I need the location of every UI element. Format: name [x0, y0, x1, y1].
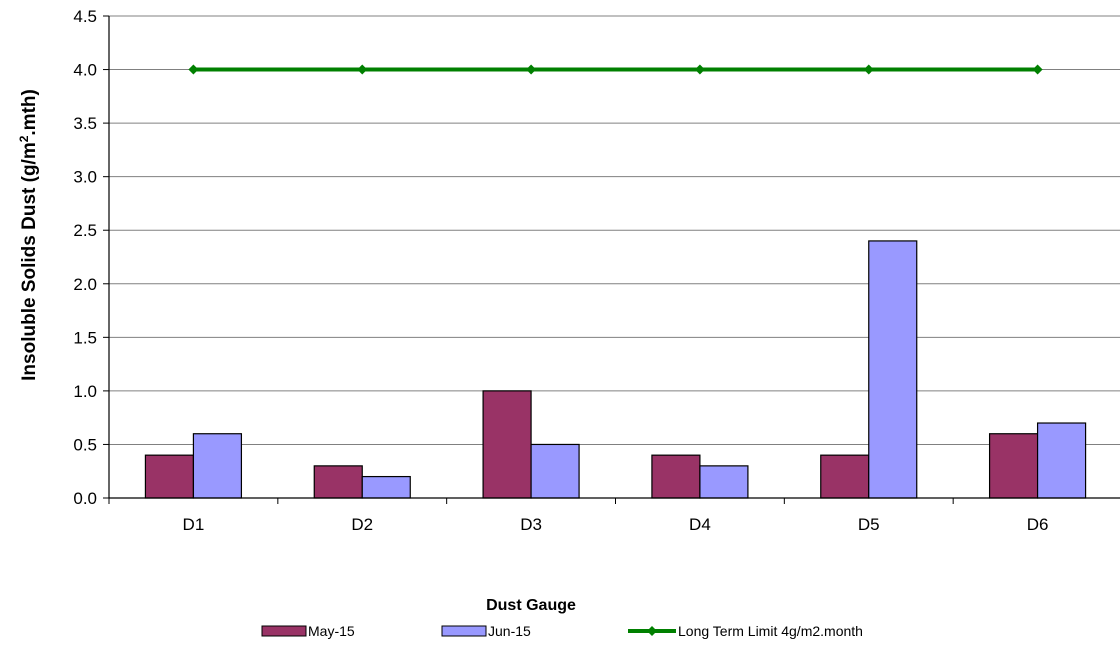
y-tick-label: 4.5: [73, 7, 97, 26]
legend-item-may-15: May-15: [261, 623, 355, 639]
bar-may-15-d2: [313, 465, 363, 499]
x-tick-label: D4: [689, 515, 711, 534]
x-tick-label: D3: [520, 515, 542, 534]
axes: [108, 16, 1120, 499]
y-tick-label: 0.0: [73, 489, 97, 508]
y-tick-label: 2.5: [73, 221, 97, 240]
y-tick-label: 0.5: [73, 435, 97, 454]
legend-label: May-15: [308, 623, 355, 639]
legend-label: Long Term Limit 4g/m2.month: [678, 623, 863, 639]
limit-marker-d1: [188, 64, 199, 75]
x-tick-label: D1: [183, 515, 205, 534]
legend-marker: [647, 626, 657, 636]
y-axis-title-part1: Insoluble Solids Dust (g/m: [19, 142, 40, 381]
y-axis-ticks: 0.0 0.5 1.0 1.5 2.0 2.5 3.0 3.5 4.0 4.5: [73, 7, 109, 508]
limit-marker-d2: [357, 64, 368, 75]
bar-may-15-d6: [988, 433, 1039, 499]
y-tick-label: 3.0: [73, 168, 97, 187]
legend: May-15 Jun-15 Long Term Limit 4g/m2.month: [261, 623, 863, 639]
y-axis-title: Insoluble Solids Dust (g/m2.mth): [17, 89, 40, 381]
bar-may-15-d1: [144, 454, 195, 499]
bar-may-15-d3: [482, 390, 532, 499]
limit-marker-d6: [1032, 64, 1043, 75]
y-axis-title-superscript: 2: [17, 135, 31, 142]
limit-marker-d4: [694, 64, 705, 75]
x-axis-ticks: D1 D2 D3 D4 D5 D6: [108, 498, 1049, 534]
legend-item-long: Long Term Limit 4g/m2.month: [628, 623, 863, 639]
limit-line-series: [188, 64, 1043, 75]
bar-jun-15-d5: [868, 240, 918, 499]
limit-marker-d5: [863, 64, 874, 75]
y-tick-label: 4.0: [73, 61, 97, 80]
bar-jun-15-d4: [699, 465, 749, 499]
legend-swatch: [441, 625, 487, 637]
bars: [144, 240, 1087, 499]
gridlines: [109, 15, 1120, 445]
y-tick-label: 1.5: [73, 328, 97, 347]
x-tick-label: D6: [1027, 515, 1049, 534]
bar-jun-15-d2: [361, 475, 411, 499]
y-tick-label: 3.5: [73, 114, 97, 133]
legend-swatch: [261, 625, 307, 637]
bar-may-15-d4: [651, 454, 701, 499]
bar-jun-15-d3: [530, 443, 580, 499]
y-tick-label: 1.0: [73, 382, 97, 401]
bar-jun-15-d6: [1036, 422, 1087, 499]
bar-may-15-d5: [820, 454, 870, 499]
y-tick-label: 2.0: [73, 275, 97, 294]
x-tick-label: D2: [351, 515, 373, 534]
legend-item-jun-15: Jun-15: [441, 623, 531, 639]
limit-marker-d3: [526, 64, 537, 75]
x-tick-label: D5: [858, 515, 880, 534]
legend-label: Jun-15: [488, 623, 531, 639]
y-axis-title-part2: .mth): [19, 89, 40, 135]
x-axis-title: Dust Gauge: [486, 597, 576, 614]
bar-jun-15-d1: [192, 433, 243, 499]
